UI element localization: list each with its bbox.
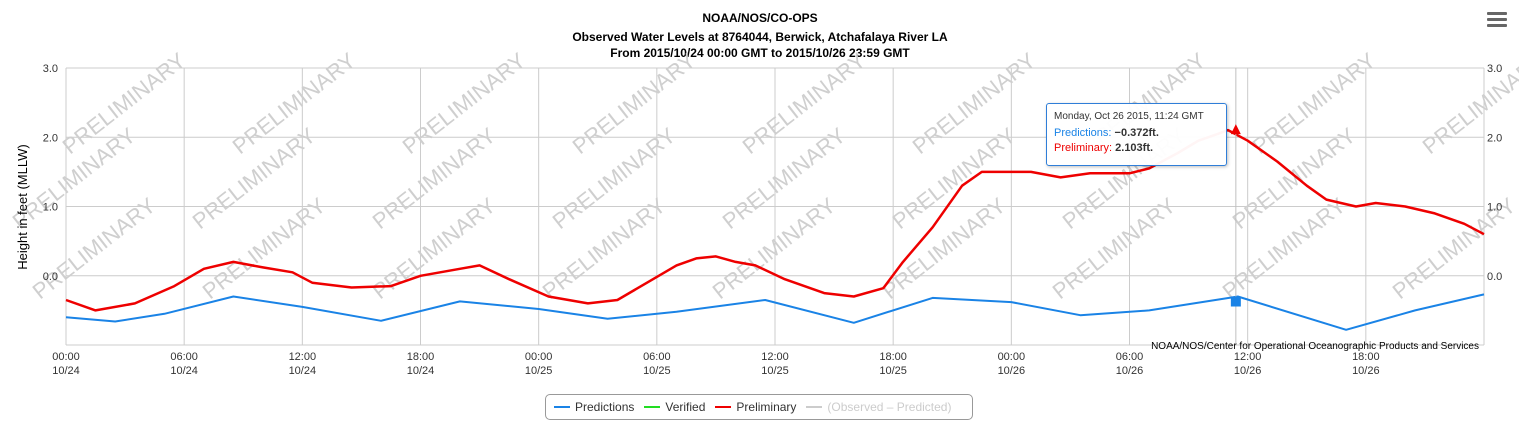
y-tick-label-left: 0.0 bbox=[43, 271, 58, 283]
x-tick-date: 10/26 bbox=[1352, 365, 1380, 377]
credit-text: NOAA/NOS/Center for Operational Oceanogr… bbox=[1151, 341, 1479, 352]
title-line-3: From 2015/10/24 00:00 GMT to 2015/10/26 … bbox=[610, 46, 910, 60]
y-tick-label-right: 1.0 bbox=[1487, 202, 1502, 214]
x-tick-time: 06:00 bbox=[643, 351, 671, 363]
x-tick-time: 00:00 bbox=[52, 351, 80, 363]
hamburger-menu-icon[interactable] bbox=[1487, 12, 1507, 30]
watermark-text: PRELIMINARY bbox=[1248, 47, 1381, 158]
watermark-text: PRELIMINARY bbox=[738, 47, 871, 158]
y-tick-label-right: 3.0 bbox=[1487, 63, 1502, 75]
tooltip-preliminary-value: 2.103ft. bbox=[1115, 142, 1154, 154]
x-tick-time: 12:00 bbox=[761, 351, 789, 363]
preliminary-watermarks: PRELIMINARY PRELIMINARY PRELIMINARY PRELIMI… bbox=[8, 47, 1519, 303]
x-tick-time: 18:00 bbox=[879, 351, 907, 363]
x-tick-date: 10/25 bbox=[879, 365, 907, 377]
x-tick-date: 10/26 bbox=[998, 365, 1026, 377]
legend-swatch bbox=[644, 406, 661, 408]
x-tick-date: 10/24 bbox=[289, 365, 317, 377]
x-tick-date: 10/25 bbox=[643, 365, 671, 377]
marker-square bbox=[1230, 296, 1241, 307]
data-tooltip: Monday, Oct 26 2015, 11:24 GMT Predictio… bbox=[1046, 103, 1227, 166]
watermark-text: PRELIMINARY bbox=[1418, 47, 1519, 158]
title-line-2: Observed Water Levels at 8764044, Berwic… bbox=[572, 30, 948, 44]
x-tick-date: 10/25 bbox=[761, 365, 789, 377]
grid bbox=[65, 67, 1485, 346]
x-tick-date: 10/26 bbox=[1116, 365, 1144, 377]
x-tick-date: 10/26 bbox=[1234, 365, 1262, 377]
legend-label: Verified bbox=[665, 400, 706, 414]
x-tick-time: 06:00 bbox=[1116, 351, 1144, 363]
legend-item[interactable]: (Observed – Predicted) bbox=[806, 400, 951, 414]
y-tick-label-left: 3.0 bbox=[43, 63, 58, 75]
title-line-1: NOAA/NOS/CO-OPS bbox=[702, 11, 817, 25]
y-tick-label-left: 2.0 bbox=[43, 132, 58, 144]
tooltip-predictions-value: −0.372ft. bbox=[1114, 127, 1159, 139]
tooltip-date: Monday, Oct 26 2015, 11:24 GMT bbox=[1054, 111, 1204, 122]
y-tick-label-right: 2.0 bbox=[1487, 132, 1502, 144]
x-tick-date: 10/25 bbox=[525, 365, 553, 377]
x-tick-date: 10/24 bbox=[170, 365, 198, 377]
x-tick-date: 10/24 bbox=[52, 365, 80, 377]
legend-swatch bbox=[715, 406, 732, 408]
x-axis-ticks: 00:00 10/24 06:00 10/24 12:00 10/24 18:00 10/24… bbox=[52, 351, 1379, 377]
watermark-text: PRELIMINARY bbox=[908, 47, 1041, 158]
marker-triangle bbox=[1230, 124, 1241, 135]
legend-item[interactable]: Preliminary bbox=[715, 400, 796, 414]
watermark-text: PRELIMINARY bbox=[568, 47, 701, 158]
series bbox=[65, 128, 1485, 331]
x-tick-time: 18:00 bbox=[407, 351, 435, 363]
x-tick-time: 00:00 bbox=[998, 351, 1026, 363]
legend-swatch bbox=[806, 406, 823, 408]
legend-label: Predictions bbox=[575, 400, 635, 414]
chart-legend: Predictions Verified Preliminary (Observed … bbox=[545, 394, 973, 420]
tooltip-predictions-row: Predictions: −0.372ft. bbox=[1054, 127, 1219, 139]
x-tick-date: 10/24 bbox=[407, 365, 435, 377]
y-axis-ticks: 3.0 3.0 2.0 2.0 1.0 1.0 0.0 0.0 bbox=[43, 63, 1503, 283]
x-tick-time: 12:00 bbox=[1234, 351, 1262, 363]
series-line-preliminary bbox=[65, 128, 1485, 312]
tooltip-preliminary-label: Preliminary: bbox=[1054, 142, 1113, 154]
x-tick-time: 06:00 bbox=[170, 351, 198, 363]
legend-item[interactable]: Predictions bbox=[554, 400, 634, 414]
markers bbox=[1230, 124, 1241, 307]
y-tick-label-left: 1.0 bbox=[43, 202, 58, 214]
y-axis-label: Height in feet (MLLW) bbox=[15, 144, 30, 269]
chart-title: NOAA/NOS/CO-OPS Observed Water Levels at… bbox=[572, 11, 948, 60]
legend-label: Preliminary bbox=[736, 400, 797, 414]
tooltip-preliminary-row: Preliminary: 2.103ft. bbox=[1054, 142, 1219, 154]
x-tick-time: 00:00 bbox=[525, 351, 553, 363]
legend-label: (Observed – Predicted) bbox=[827, 400, 952, 414]
legend-item[interactable]: Verified bbox=[644, 400, 705, 414]
x-tick-time: 12:00 bbox=[289, 351, 317, 363]
series-line-predictions bbox=[65, 293, 1485, 331]
x-tick-time: 18:00 bbox=[1352, 351, 1380, 363]
tooltip-predictions-label: Predictions: bbox=[1054, 127, 1112, 139]
legend-swatch bbox=[554, 406, 570, 408]
y-tick-label-right: 0.0 bbox=[1487, 271, 1502, 283]
